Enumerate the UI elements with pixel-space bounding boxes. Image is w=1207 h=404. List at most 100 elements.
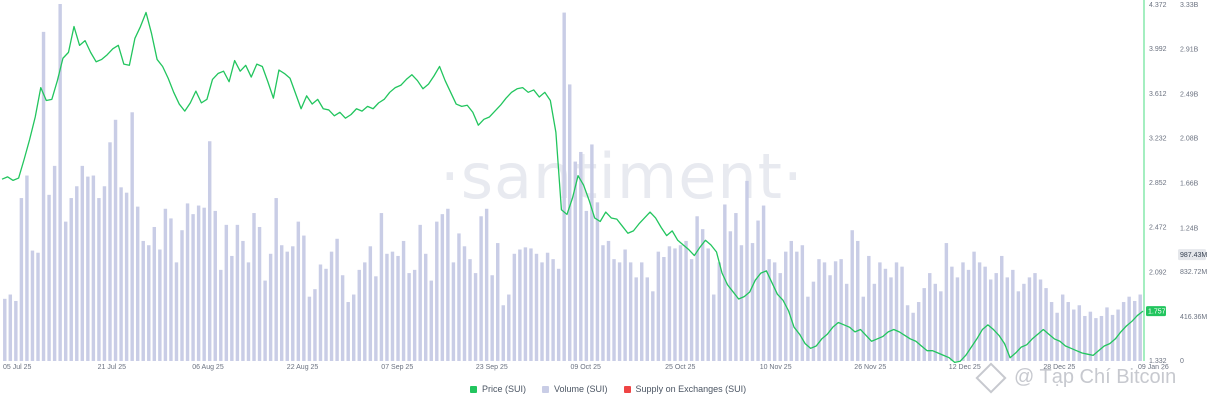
volume-bar [3, 298, 7, 361]
volume-bar [147, 245, 151, 361]
volume-bar [1066, 302, 1070, 361]
volume-bar [1060, 294, 1065, 361]
volume-bar [1033, 273, 1037, 361]
volume-bar [363, 262, 367, 361]
volume-bars [3, 4, 1142, 362]
volume-bar [119, 187, 123, 361]
x-tick-label: 23 Sep 25 [476, 364, 508, 371]
volume-bar [562, 12, 566, 362]
volume-bar [1121, 302, 1126, 361]
volume-bar [833, 261, 838, 361]
volume-tick-label: 0 [1180, 358, 1184, 365]
volume-bar [645, 277, 649, 361]
volume-bar [950, 266, 954, 361]
volume-bar [135, 206, 140, 361]
legend-item-supply[interactable]: Supply on Exchanges (SUI) [623, 384, 746, 394]
volume-bar [1077, 305, 1082, 361]
volume-bar [745, 180, 749, 361]
volume-bar [246, 262, 251, 361]
volume-current-badge: 987.43M [1178, 249, 1207, 261]
volume-bar [828, 275, 832, 361]
volume-bar [955, 277, 960, 361]
volume-tick-label: 3.33B [1180, 2, 1199, 9]
volume-bar [640, 262, 644, 361]
volume-bar [678, 245, 683, 361]
volume-bar [313, 289, 317, 361]
volume-bar [889, 277, 893, 361]
volume-bar [401, 240, 406, 361]
volume-bar [728, 231, 733, 361]
price-tick-label: 4.372 [1149, 2, 1167, 9]
volume-bar [623, 249, 627, 361]
volume-bar [507, 294, 511, 361]
volume-bar [163, 208, 168, 361]
volume-bar [772, 262, 777, 361]
volume-bar [252, 213, 256, 361]
volume-bar [440, 214, 445, 361]
volume-bar [568, 84, 572, 361]
price-tick-label: 3.992 [1149, 46, 1167, 53]
price-tick-label: 2.472 [1149, 225, 1167, 232]
volume-bar [939, 291, 943, 361]
volume-bar [130, 112, 134, 361]
volume-bar [291, 246, 295, 361]
volume-bar [1127, 296, 1131, 361]
volume-bar [207, 141, 212, 361]
volume-bar [988, 279, 993, 361]
volume-bar [285, 251, 289, 361]
volume-bar [850, 230, 854, 361]
volume-bar [379, 213, 384, 361]
volume-bar [867, 255, 871, 361]
x-tick-label: 25 Oct 25 [665, 364, 695, 371]
volume-bar [202, 207, 206, 361]
volume-bar [573, 161, 577, 361]
volume-bar [900, 266, 904, 361]
price-tick-label: 2.852 [1149, 180, 1167, 187]
volume-bar [1011, 269, 1015, 361]
volume-bar [534, 253, 539, 361]
supply-swatch-icon [623, 385, 631, 393]
volume-bar [861, 296, 865, 361]
volume-bar [501, 305, 505, 361]
volume-bar [385, 253, 389, 361]
volume-bar [656, 251, 661, 361]
volume-bar [19, 198, 24, 361]
volume-bar [185, 203, 190, 361]
volume-bar [451, 262, 456, 361]
price-tick-label: 1.332 [1149, 358, 1167, 365]
volume-bar [684, 240, 688, 361]
volume-bar [374, 276, 378, 361]
volume-bar [916, 302, 921, 361]
volume-bar [479, 216, 483, 361]
volume-bar [412, 269, 417, 361]
volume-bar [340, 275, 345, 361]
volume-bar [767, 259, 771, 361]
volume-bar [86, 176, 90, 361]
volume-bar [58, 4, 62, 361]
volume-bar [1072, 309, 1076, 361]
volume-bar [651, 291, 655, 361]
price-line [1, 11, 1144, 364]
price-swatch-icon [470, 385, 477, 393]
volume-bar [484, 208, 489, 361]
volume-bar [14, 300, 18, 361]
volume-bar [8, 294, 13, 361]
volume-bar [141, 240, 145, 361]
legend-item-volume[interactable]: Volume (SUI) [542, 384, 608, 394]
volume-bar [1016, 291, 1021, 361]
volume-bar [789, 240, 793, 361]
volume-bar [1083, 315, 1087, 361]
volume-bar [634, 277, 638, 361]
volume-bar [102, 186, 107, 361]
volume-bar [734, 213, 738, 361]
volume-bar [80, 165, 85, 361]
volume-bar [1049, 302, 1054, 361]
volume-bar [883, 268, 888, 361]
legend-item-price[interactable]: Price (SUI) [470, 384, 526, 394]
volume-bar [894, 262, 899, 361]
volume-bar [595, 202, 600, 361]
volume-bar [462, 246, 467, 361]
volume-bar [545, 252, 550, 361]
volume-tick-label: 832.72M [1180, 269, 1207, 276]
